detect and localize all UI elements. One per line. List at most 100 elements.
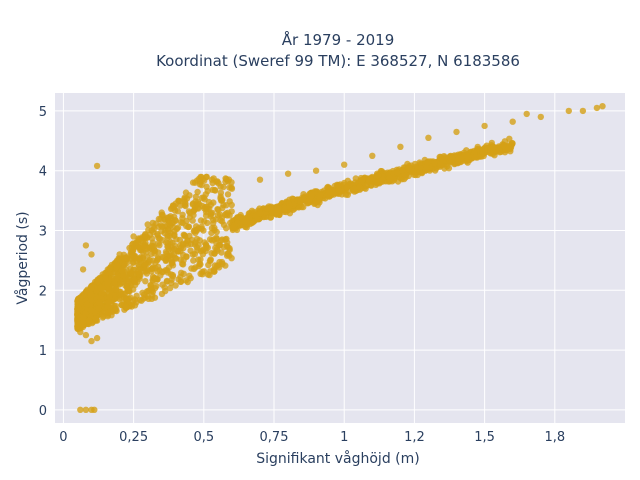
- data-point: [490, 143, 497, 151]
- data-point: [177, 278, 184, 285]
- data-point: [579, 107, 587, 115]
- data-point: [463, 152, 470, 159]
- data-point: [151, 250, 158, 257]
- data-point: [228, 179, 235, 186]
- data-point: [129, 241, 136, 248]
- data-point: [271, 206, 278, 214]
- data-point: [165, 227, 172, 234]
- data-point: [312, 167, 320, 174]
- data-point: [123, 254, 130, 262]
- data-point: [182, 189, 190, 196]
- data-point: [136, 296, 144, 303]
- data-point: [183, 217, 190, 225]
- data-point: [335, 186, 342, 194]
- chart-title-line2: Koordinat (Sweref 99 TM): E 368527, N 61…: [156, 52, 520, 70]
- data-point: [121, 261, 128, 268]
- data-point: [411, 160, 419, 168]
- data-point: [82, 331, 90, 339]
- data-point: [356, 183, 363, 191]
- data-point: [228, 201, 235, 209]
- data-point: [241, 218, 248, 225]
- data-point: [405, 165, 412, 172]
- data-point: [117, 280, 124, 287]
- x-tick-label: 0,25: [119, 430, 148, 445]
- data-point: [148, 242, 155, 249]
- data-point: [211, 186, 218, 194]
- data-point: [131, 278, 138, 285]
- data-point: [167, 213, 174, 220]
- y-axis-title: Vågperiod (s): [14, 211, 31, 304]
- data-point: [218, 197, 225, 204]
- data-point: [523, 110, 530, 118]
- data-point: [171, 242, 178, 249]
- data-point: [210, 267, 217, 274]
- data-point: [335, 182, 342, 189]
- data-point: [203, 243, 210, 251]
- data-point: [196, 181, 204, 188]
- data-point: [125, 275, 132, 283]
- data-point: [155, 234, 162, 242]
- data-point: [217, 217, 224, 224]
- data-point: [599, 103, 606, 110]
- data-point: [256, 176, 264, 183]
- data-point: [369, 152, 376, 159]
- grid: [55, 93, 625, 423]
- y-tick-label: 2: [39, 284, 47, 299]
- data-point: [453, 128, 460, 136]
- data-point: [343, 184, 350, 191]
- data-point: [162, 256, 170, 264]
- data-point: [256, 210, 264, 217]
- data-point: [77, 328, 84, 336]
- y-tick-label: 0: [39, 404, 47, 419]
- data-point: [195, 225, 202, 232]
- data-point: [171, 231, 178, 238]
- data-point: [156, 242, 163, 249]
- data-point: [112, 286, 120, 293]
- data-point: [443, 163, 451, 170]
- data-point: [168, 260, 175, 267]
- data-point: [88, 337, 95, 345]
- data-point: [139, 243, 147, 250]
- data-point: [187, 240, 195, 248]
- data-point: [131, 296, 139, 303]
- data-point: [200, 268, 208, 275]
- data-point: [209, 216, 217, 224]
- data-point: [317, 192, 324, 199]
- data-point: [93, 334, 101, 342]
- data-point: [501, 149, 509, 156]
- data-point: [169, 271, 176, 279]
- data-point: [93, 162, 101, 170]
- data-point: [405, 172, 412, 180]
- data-point: [247, 220, 254, 228]
- data-point: [95, 305, 102, 312]
- data-point: [153, 282, 160, 290]
- x-tick-label: 0: [59, 430, 67, 445]
- chart-title-line1: År 1979 - 2019: [282, 30, 395, 49]
- data-point: [116, 251, 123, 258]
- data-point: [297, 198, 304, 205]
- data-point: [436, 153, 443, 161]
- data-point: [190, 257, 197, 264]
- data-point: [194, 188, 201, 196]
- data-point: [166, 252, 174, 259]
- data-point: [181, 202, 188, 209]
- data-point: [431, 160, 438, 167]
- data-point: [148, 287, 156, 294]
- data-point: [97, 284, 104, 292]
- data-point: [135, 268, 142, 275]
- data-point: [205, 261, 212, 269]
- data-point: [216, 242, 223, 249]
- data-point: [130, 233, 137, 240]
- data-point: [91, 406, 98, 413]
- data-point: [374, 172, 382, 179]
- data-point: [145, 295, 152, 302]
- data-point: [386, 174, 393, 182]
- data-point: [148, 227, 155, 234]
- data-point: [437, 161, 444, 168]
- data-point: [496, 146, 503, 154]
- data-point: [203, 173, 210, 181]
- data-point: [281, 207, 288, 214]
- data-point: [120, 272, 127, 279]
- y-tick-label: 1: [39, 344, 47, 359]
- data-point: [180, 270, 187, 277]
